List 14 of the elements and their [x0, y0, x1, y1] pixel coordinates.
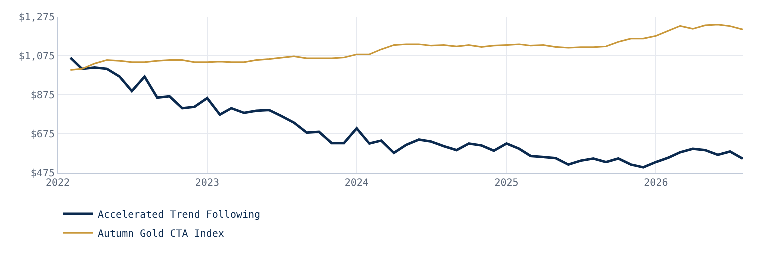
line-series — [70, 24, 743, 72]
y-tick-label: $1,275 — [18, 12, 55, 24]
y-tick-label: $675 — [30, 130, 55, 140]
x-tick-label: 2023 — [195, 178, 220, 189]
x-tick-label: 2025 — [494, 178, 519, 189]
y-tick-label: $1,075 — [18, 52, 55, 62]
y-tick-label: $475 — [30, 168, 55, 180]
x-tick-label: 2022 — [46, 178, 70, 189]
legend-label: Autumn Gold CTA Index — [98, 228, 224, 240]
line-series — [69, 56, 743, 169]
x-tick-label: 2024 — [344, 178, 369, 189]
x-tick-label: 2026 — [644, 178, 668, 189]
y-tick-label: $875 — [30, 90, 55, 102]
legend-label: Accelerated Trend Following — [98, 210, 261, 221]
